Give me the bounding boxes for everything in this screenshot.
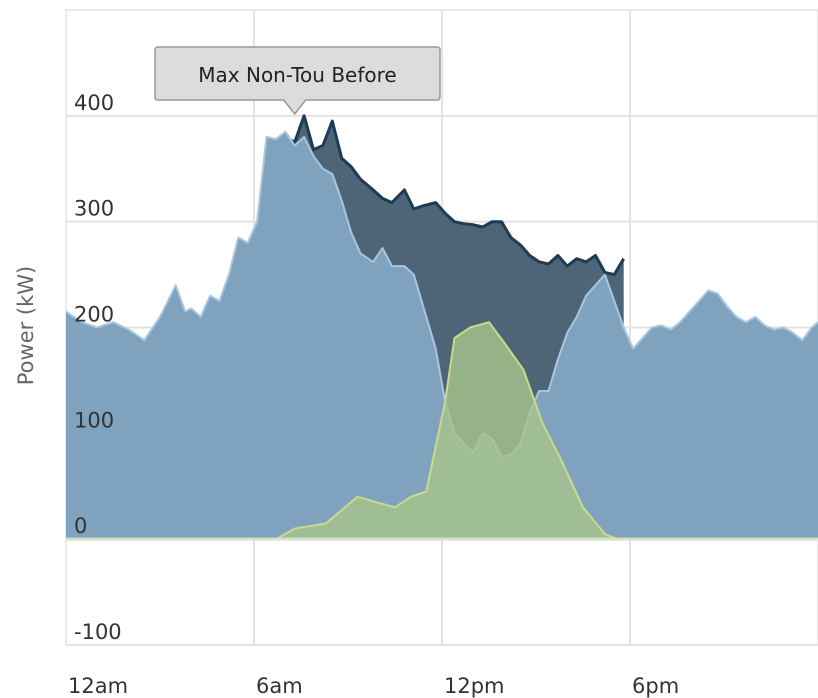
y-tick-label: 0 xyxy=(74,514,87,538)
x-tick-label: 6pm xyxy=(632,674,679,698)
tooltip-box xyxy=(154,46,441,116)
x-tick-layer: 12am 6am 12pm 6pm xyxy=(68,674,679,698)
y-tick-layer: -100 0 100 200 300 400 xyxy=(74,91,122,644)
y-tick-label: 300 xyxy=(74,197,114,221)
tooltip: Max Non-Tou Before xyxy=(154,46,441,116)
x-tick-label: 12am xyxy=(68,674,128,698)
tooltip-label: Max Non-Tou Before xyxy=(198,63,396,87)
series-1-area xyxy=(66,131,818,540)
series-0-line xyxy=(284,114,625,277)
series-2-line xyxy=(275,321,618,541)
y-tick-label: -100 xyxy=(74,620,122,644)
y-tick-label: 200 xyxy=(74,303,114,327)
x-tick-label: 6am xyxy=(256,674,303,698)
y-tick-label: 100 xyxy=(74,408,114,432)
y-tick-label: 400 xyxy=(74,91,114,115)
series-2-area xyxy=(275,322,618,540)
series-layer xyxy=(65,114,818,541)
x-tick-label: 12pm xyxy=(444,674,505,698)
y-axis-title: Power (kW) xyxy=(14,266,38,385)
